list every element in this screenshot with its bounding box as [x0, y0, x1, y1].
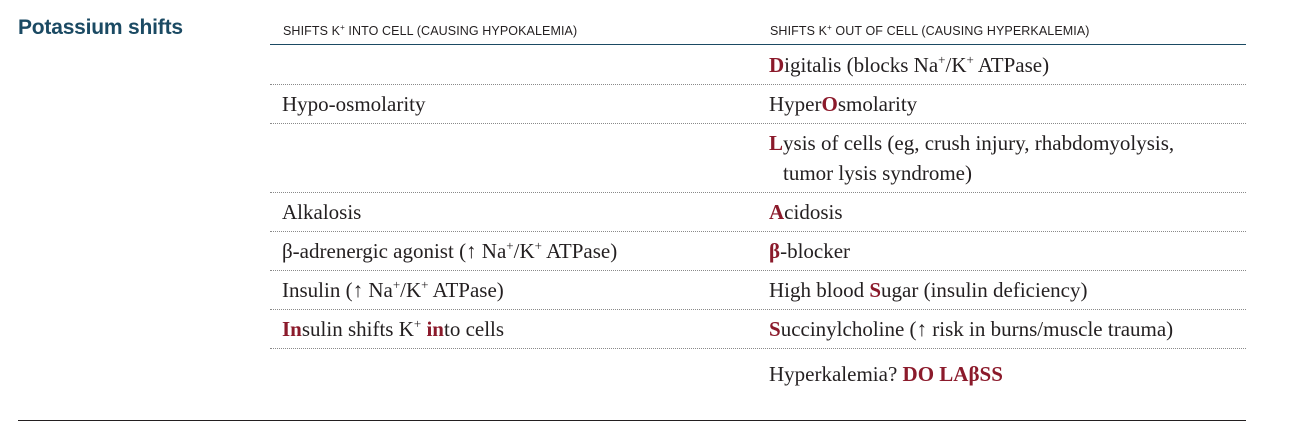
- table-row: Digitalis (blocks Na+/K+ ATPase): [270, 46, 1246, 85]
- column-header-into-cell: SHIFTS K+ INTO CELL (CAUSING HYPOKALEMIA…: [283, 22, 578, 38]
- cell-out-high-blood-sugar: High blood Sugar (insulin deficiency): [769, 278, 1088, 302]
- potassium-shifts-table: Digitalis (blocks Na+/K+ ATPase) Hypo-os…: [270, 46, 1246, 393]
- cell-into: [270, 46, 757, 84]
- cell-into: [270, 124, 757, 192]
- header-divider: [270, 44, 1246, 45]
- cell-into-insulin-mnemonic: Insulin shifts K+ into cells: [282, 316, 505, 341]
- cell-into-hypo-osmolarity: Hypo-osmolarity: [282, 92, 426, 116]
- cell-into-alkalosis: Alkalosis: [282, 200, 362, 224]
- table-row: Alkalosis Acidosis: [270, 193, 1246, 232]
- cell-into-beta-agonist: β-adrenergic agonist (↑ Na+/K+ ATPase): [282, 238, 618, 263]
- table-row: Insulin shifts K+ into cells Succinylcho…: [270, 310, 1246, 349]
- table-row: Hyperkalemia? DO LAβSS: [270, 349, 1246, 393]
- table-row: Hypo-osmolarity HyperOsmolarity: [270, 85, 1246, 124]
- column-header-out-of-cell: SHIFTS K+ OUT OF CELL (CAUSING HYPERKALE…: [770, 22, 1090, 38]
- cell-out-lysis: Lysis of cells (eg, crush injury, rhabdo…: [769, 131, 1175, 185]
- table-row: Insulin (↑ Na+/K+ ATPase) High blood Sug…: [270, 271, 1246, 310]
- section-title: Potassium shifts: [18, 16, 183, 39]
- cell-into-insulin: Insulin (↑ Na+/K+ ATPase): [282, 277, 504, 302]
- cell-out-digitalis: Digitalis (blocks Na+/K+ ATPase): [769, 52, 1050, 77]
- cell-out-hyperosmolarity: HyperOsmolarity: [769, 92, 918, 116]
- cell-out-acidosis: Acidosis: [769, 200, 843, 224]
- bottom-divider: [18, 420, 1246, 421]
- table-row: β-adrenergic agonist (↑ Na+/K+ ATPase) β…: [270, 232, 1246, 271]
- cell-out-beta-blocker: β-blocker: [769, 239, 851, 263]
- table-row: Lysis of cells (eg, crush injury, rhabdo…: [270, 124, 1246, 193]
- cell-out-succinylcholine: Succinylcholine (↑ risk in burns/muscle …: [769, 317, 1174, 341]
- cell-out-mnemonic: Hyperkalemia? DO LAβSS: [769, 362, 1003, 386]
- cell-into: [270, 349, 757, 393]
